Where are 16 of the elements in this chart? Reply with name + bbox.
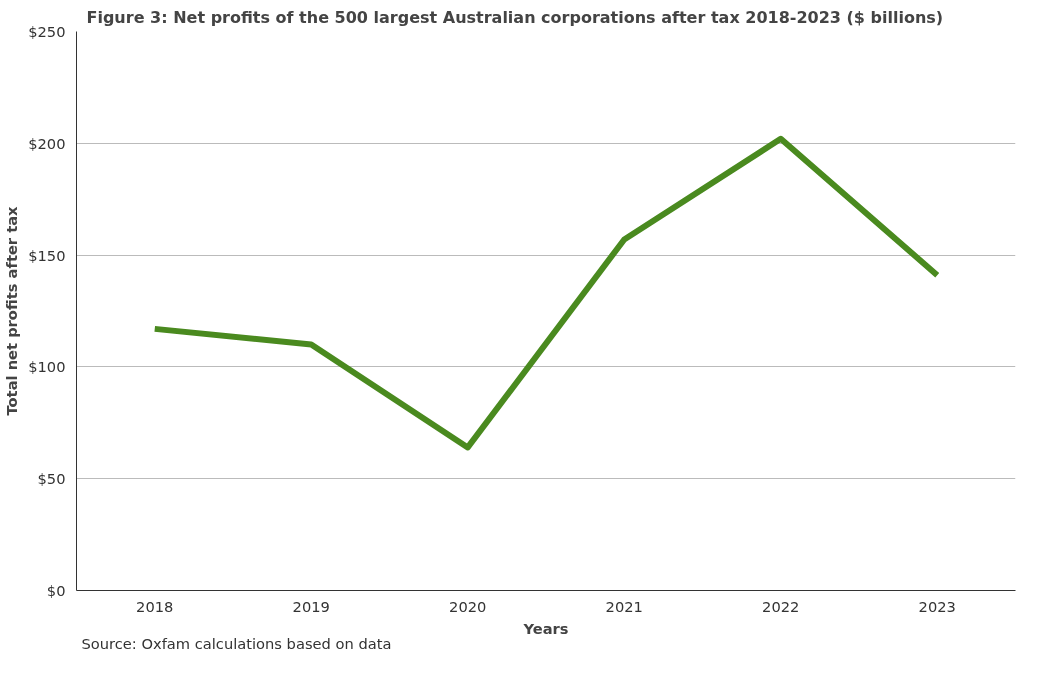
y-tick-label: $100 — [28, 358, 66, 376]
x-tick-label: 2020 — [449, 597, 487, 615]
y-tick-label: $250 — [28, 23, 66, 40]
y-tick-label: $150 — [28, 246, 66, 264]
x-tick-label: 2018 — [136, 597, 174, 615]
y-tick-label: $0 — [46, 582, 66, 599]
x-axis-title: Years — [522, 619, 569, 637]
chart-title: Figure 3: Net profits of the 500 largest Australian corporations after tax 2018-2023 ($ billions) — [86, 7, 944, 27]
x-tick-label: 2021 — [605, 597, 643, 615]
x-tick-label: 2023 — [918, 597, 956, 615]
y-tick-label: $50 — [37, 470, 66, 488]
x-tick-label: 2022 — [762, 597, 800, 615]
y-axis-title: Total net profits after tax — [3, 205, 21, 416]
y-tick-label: $200 — [28, 134, 66, 152]
x-tick-label: 2019 — [292, 597, 330, 615]
source-note: Source: Oxfam calculations based on data — [81, 634, 392, 652]
